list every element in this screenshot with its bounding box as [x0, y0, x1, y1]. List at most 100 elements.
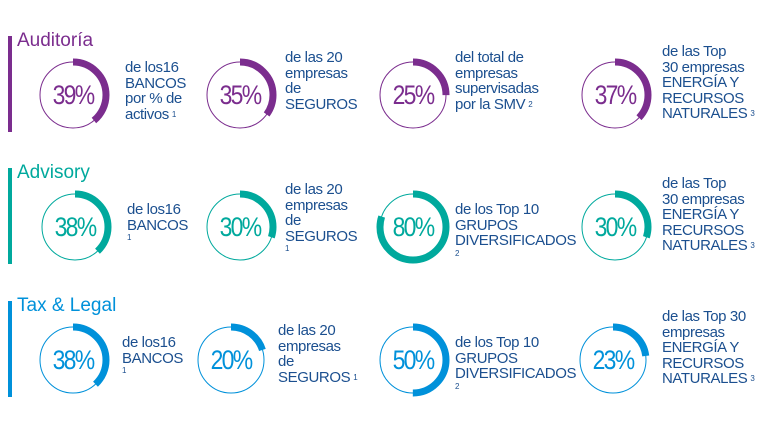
description-line: RECURSOS	[662, 90, 754, 107]
description-line: BANCOS	[125, 74, 186, 92]
description-text: de los16	[122, 334, 176, 351]
description-line: empresas	[278, 338, 357, 355]
description-text: de	[285, 80, 301, 97]
description-text: del total de	[455, 49, 524, 66]
section-title: Advisory	[17, 162, 90, 183]
description-line: SEGUROS	[285, 96, 358, 113]
stat-description: de los16 BANCOS por % de activos 1	[125, 60, 186, 122]
description-text: de las 20	[278, 322, 336, 339]
description-text: de las 20	[285, 181, 343, 198]
description-line: NATURALES 3	[662, 371, 755, 387]
description-line: GRUPOS	[455, 349, 576, 367]
stat-description: de las Top 30 empresas ENERGÍA Y RECURSOS NA…	[662, 309, 755, 387]
description-line: empresas	[662, 323, 754, 341]
percent-ring: 35%	[203, 58, 277, 132]
description-line: por la SMV 2	[455, 95, 539, 113]
description-text: de las Top 30	[662, 308, 746, 325]
description-line: por % de	[125, 91, 186, 107]
percent-ring: 25%	[376, 58, 450, 132]
description-text: supervisadas	[455, 80, 539, 97]
description-line: NATURALES 3	[662, 237, 755, 254]
percent-ring: 23%	[576, 323, 650, 397]
percent-value: 25%	[392, 80, 436, 110]
stat-description: de las Top 30 empresas ENERGÍA Y RECURSOS NA…	[662, 176, 755, 254]
description-line: de los16	[125, 60, 186, 76]
description-line: empresas	[285, 196, 357, 214]
description-text: GRUPOS	[455, 349, 518, 367]
footnote-marker: 2	[455, 381, 460, 391]
description-text: GRUPOS	[455, 216, 518, 234]
description-text: de los16	[125, 59, 179, 76]
ring-progress	[36, 58, 110, 132]
footnote-marker: 3	[750, 109, 755, 118]
description-text: de las 20	[285, 49, 343, 66]
description-line: DIVERSIFICADOS	[455, 366, 576, 382]
description-line: ENERGÍA Y	[662, 207, 754, 223]
ring-progress	[194, 323, 268, 397]
description-text: BANCOS	[125, 74, 186, 92]
ring-progress	[376, 58, 450, 132]
ring-progress	[578, 190, 652, 264]
percent-ring: 39%	[36, 58, 110, 132]
description-text: NATURALES	[662, 237, 748, 254]
description-line: DIVERSIFICADOS	[455, 233, 576, 249]
section-tax-legal: Tax & Legal 38% de los16 BANCOS 1 20% de las…	[0, 293, 777, 423]
description-text: 30 empresas	[662, 58, 745, 76]
stat-description: de las 20 empresas de SEGUROS	[285, 49, 358, 113]
description-line: de las Top 30	[662, 309, 754, 325]
percent-ring: 80%	[376, 190, 450, 264]
description-line: BANCOS	[122, 350, 183, 367]
percent-value: 80%	[392, 212, 436, 242]
percent-value: 35%	[219, 80, 263, 110]
description-text: de los Top 10	[455, 334, 539, 351]
description-line: GRUPOS	[455, 216, 576, 234]
description-text: SEGUROS	[278, 368, 351, 386]
percent-ring: 38%	[36, 323, 110, 397]
percent-ring: 30%	[578, 190, 652, 264]
description-line: SEGUROS 1	[278, 368, 358, 386]
description-text: de	[278, 353, 294, 370]
stat-description: de las 20 empresas de SEGUROS 1	[278, 323, 358, 386]
description-text: de	[285, 212, 301, 229]
description-line: de los16	[122, 335, 183, 351]
percent-value: 38%	[52, 345, 96, 375]
description-line: RECURSOS	[662, 222, 754, 239]
description-line: SEGUROS	[285, 227, 358, 245]
percent-value: 23%	[592, 345, 636, 375]
footnote-marker: 1	[127, 233, 132, 242]
description-text: de las Top	[662, 43, 727, 60]
description-line: activos 1	[125, 105, 186, 123]
description-line: de las 20	[278, 323, 357, 339]
percent-ring: 37%	[578, 58, 652, 132]
description-text: activos	[125, 105, 169, 123]
description-text: empresas	[662, 323, 725, 341]
description-line: 30 empresas	[662, 58, 754, 76]
description-line: de las Top	[662, 176, 754, 192]
footnote-marker: 2	[528, 99, 533, 109]
percent-ring: 38%	[38, 190, 112, 264]
percent-value: 30%	[594, 212, 638, 242]
footnote-marker: 1	[122, 366, 127, 375]
description-text: de los Top 10	[455, 201, 539, 218]
description-text: BANCOS	[127, 216, 188, 234]
description-line: RECURSOS	[662, 355, 754, 372]
description-text: por % de	[125, 90, 182, 107]
percent-value: 38%	[54, 212, 98, 242]
ring-progress	[578, 58, 652, 132]
description-line: 30 empresas	[662, 190, 754, 208]
footnote-marker: 2	[455, 248, 460, 258]
section-accent-bar	[8, 36, 12, 132]
description-line: de	[278, 354, 357, 370]
description-text: 30 empresas	[662, 190, 745, 208]
description-text: empresas	[285, 196, 348, 214]
description-text: ENERGÍA Y	[662, 206, 739, 223]
description-line: supervisadas	[455, 81, 539, 97]
percent-value: 39%	[52, 80, 96, 110]
description-text: DIVERSIFICADOS	[455, 365, 577, 382]
footnote-marker: 1	[353, 372, 358, 382]
description-line: de las 20	[285, 182, 357, 198]
description-text: SEGUROS	[285, 227, 358, 245]
description-text: por la SMV	[455, 95, 526, 113]
stat-description: de los16 BANCOS 1	[127, 202, 188, 243]
description-line: ENERGÍA Y	[662, 75, 754, 91]
